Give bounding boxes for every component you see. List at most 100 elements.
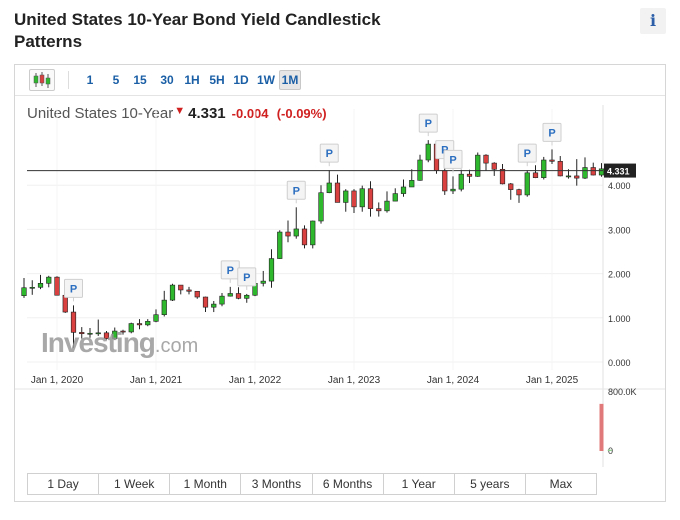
pattern-marker-label: P bbox=[524, 148, 531, 160]
time-tick-label: Jan 1, 2020 bbox=[31, 375, 84, 386]
candle-body bbox=[186, 289, 192, 292]
candle-body bbox=[310, 220, 316, 246]
candlestick-icon[interactable] bbox=[29, 69, 55, 91]
candle-body bbox=[343, 190, 349, 203]
candle-body bbox=[145, 321, 151, 326]
interval-5h[interactable]: 5H bbox=[209, 73, 225, 87]
candle-body bbox=[400, 186, 407, 194]
candle-body bbox=[293, 228, 299, 237]
candle-body bbox=[351, 190, 357, 208]
candle-body bbox=[516, 189, 522, 196]
candle-body bbox=[235, 293, 242, 299]
candle-body bbox=[466, 173, 473, 177]
down-arrow-icon: ▼ bbox=[174, 105, 186, 117]
chart-panel: 1 5 15 30 1H 5H 1D 1W 1M United States 10-Year▼ 4… bbox=[14, 64, 666, 502]
pattern-marker-label: P bbox=[293, 185, 300, 197]
interval-1m[interactable]: 1M bbox=[279, 70, 301, 90]
candle-body bbox=[458, 173, 464, 190]
candle-body bbox=[161, 299, 167, 316]
candle-body bbox=[268, 258, 275, 282]
candle-body bbox=[219, 295, 225, 305]
range-selector: 1 Day 1 Week 1 Month 3 Months 6 Months 1 Year… bbox=[27, 473, 597, 495]
candle-body bbox=[582, 167, 588, 179]
candle-body bbox=[442, 170, 448, 192]
range-5-years[interactable]: 5 years bbox=[455, 474, 526, 494]
instrument-name: United States 10-Year bbox=[27, 105, 174, 122]
info-icon[interactable]: i bbox=[640, 8, 666, 34]
range-max[interactable]: Max bbox=[549, 477, 573, 491]
pattern-marker-label: P bbox=[425, 118, 432, 130]
pattern-marker-label: P bbox=[227, 265, 234, 277]
range-3-months[interactable]: 3 Months bbox=[241, 474, 313, 494]
interval-30[interactable]: 30 bbox=[160, 73, 174, 87]
price-tick-label: 4.000 bbox=[608, 181, 631, 191]
candle-body bbox=[136, 323, 143, 326]
candle-body bbox=[169, 284, 176, 301]
candle-body bbox=[112, 330, 118, 339]
toolbar-divider bbox=[68, 71, 69, 89]
candle-body bbox=[334, 182, 341, 203]
volume-tick-label: 800.0K bbox=[608, 387, 637, 397]
pattern-marker-label: P bbox=[326, 148, 333, 160]
candle-body bbox=[46, 276, 52, 284]
candle-body bbox=[532, 172, 539, 178]
candle-body bbox=[21, 287, 27, 297]
candlestick-chart[interactable]: 4.000 3.000 2.000 1.000 0.000 Jan 1, 2020 Jan … bbox=[15, 65, 665, 471]
candle-body bbox=[508, 183, 514, 190]
pattern-marker-label: P bbox=[548, 127, 555, 139]
quote-line: United States 10-Year▼ 4.331 -0.004 (-0.09… bbox=[27, 105, 327, 122]
candle-body bbox=[194, 290, 200, 298]
candle-body bbox=[128, 323, 134, 333]
interval-1w[interactable]: 1W bbox=[257, 73, 275, 87]
candle-body bbox=[524, 172, 530, 196]
interval-1[interactable]: 1 bbox=[86, 73, 94, 87]
range-1-week[interactable]: 1 Week bbox=[99, 474, 171, 494]
candle-body bbox=[574, 175, 580, 179]
candle-body bbox=[202, 296, 209, 308]
pattern-marker-label: P bbox=[70, 283, 77, 295]
time-tick-label: Jan 1, 2023 bbox=[328, 375, 381, 386]
time-tick-label: Jan 1, 2025 bbox=[526, 375, 579, 386]
candle-body bbox=[244, 294, 250, 299]
candle-body bbox=[70, 311, 77, 333]
candle-body bbox=[565, 175, 572, 178]
volume-bar bbox=[607, 449, 612, 451]
candle-body bbox=[37, 283, 44, 288]
candle-body bbox=[367, 188, 374, 209]
candle-body bbox=[260, 280, 266, 284]
candle-body bbox=[557, 161, 563, 177]
price-change-percent: (-0.09%) bbox=[276, 106, 327, 121]
range-1-year[interactable]: 1 Year bbox=[384, 474, 455, 494]
interval-15[interactable]: 15 bbox=[133, 73, 147, 87]
candle-body bbox=[277, 231, 283, 259]
range-1-month[interactable]: 1 Month bbox=[170, 474, 242, 494]
range-1-day[interactable]: 1 Day bbox=[28, 474, 100, 494]
candle-body bbox=[153, 314, 159, 322]
candle-body bbox=[409, 180, 415, 188]
candle-body bbox=[227, 293, 233, 297]
candle-body bbox=[598, 168, 605, 176]
pattern-marker[interactable] bbox=[542, 122, 562, 142]
candle-body bbox=[318, 192, 324, 222]
time-tick-label: Jan 1, 2024 bbox=[427, 375, 480, 386]
time-tick-label: Jan 1, 2022 bbox=[229, 375, 282, 386]
interval-5[interactable]: 5 bbox=[112, 73, 120, 87]
price-tick-label: 1.000 bbox=[608, 314, 631, 324]
price-tick-label: 0.000 bbox=[608, 358, 631, 368]
interval-1d[interactable]: 1D bbox=[233, 73, 249, 87]
range-6-months[interactable]: 6 Months bbox=[313, 474, 384, 494]
price-change: -0.004 bbox=[231, 106, 269, 121]
candle-body bbox=[590, 167, 596, 176]
price-tick-label: 3.000 bbox=[608, 225, 631, 235]
candle-body bbox=[87, 332, 93, 335]
last-price-label: 4.331 bbox=[607, 167, 630, 177]
volume-bar bbox=[599, 403, 604, 451]
chart-toolbar: 1 5 15 30 1H 5H 1D 1W 1M bbox=[15, 65, 665, 96]
candle-body bbox=[475, 154, 481, 177]
candle-body bbox=[211, 303, 217, 308]
candle-body bbox=[95, 332, 101, 335]
candle-body bbox=[392, 193, 398, 202]
candle-body bbox=[359, 188, 365, 208]
interval-1h[interactable]: 1H bbox=[184, 73, 200, 87]
last-price-badge bbox=[604, 163, 636, 178]
